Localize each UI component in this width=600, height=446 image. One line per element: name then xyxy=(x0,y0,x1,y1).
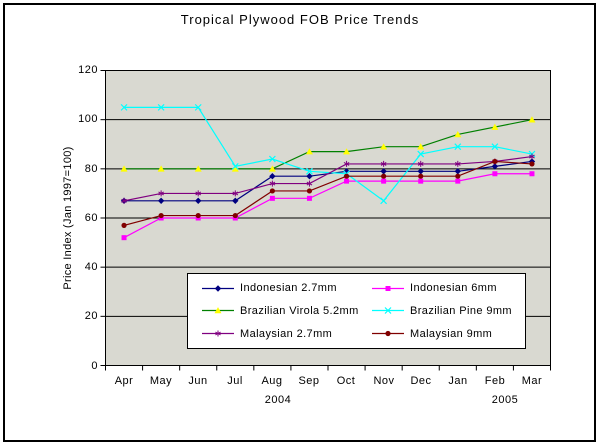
legend-line-sample-icon xyxy=(372,285,404,291)
legend-line-sample-icon xyxy=(372,331,404,337)
y-tick-label: 80 xyxy=(84,163,98,175)
legend-line-sample-icon xyxy=(202,285,234,292)
legend-item: Malaysian 2.7mm xyxy=(201,328,371,340)
x-tick-label: Nov xyxy=(373,375,395,387)
legend-line-sample-icon xyxy=(202,307,234,314)
x-tick-label: Jul xyxy=(227,375,243,387)
legend-label: Brazilian Pine 9mm xyxy=(410,304,512,317)
year-label-2004: 2004 xyxy=(264,394,292,406)
legend-label: Indonesian 6mm xyxy=(410,282,497,295)
legend-label: Indonesian 2.7mm xyxy=(240,282,337,295)
x-tick-label: Aug xyxy=(261,375,283,387)
legend-item: Indonesian 6mm xyxy=(371,282,525,294)
x-tick-label: Apr xyxy=(114,375,134,387)
y-tick-label: 20 xyxy=(84,310,98,322)
x-tick-label: Dec xyxy=(410,375,432,387)
x-tick-label: Jun xyxy=(188,375,208,387)
y-tick-label: 0 xyxy=(91,360,98,372)
x-tick-label: Oct xyxy=(336,375,356,387)
legend-item: Malaysian 9mm xyxy=(371,328,525,340)
x-tick-label: Sep xyxy=(298,375,320,387)
legend-item: Indonesian 2.7mm xyxy=(201,282,371,294)
legend-label: Malaysian 9mm xyxy=(410,327,493,340)
y-tick-label: 100 xyxy=(78,113,98,125)
legend: Indonesian 2.7mm Indonesian 6mm Brazilia… xyxy=(187,273,526,349)
legend-label: Brazilian Virola 5.2mm xyxy=(240,304,359,317)
y-tick-label: 40 xyxy=(84,261,98,273)
year-label-2005: 2005 xyxy=(491,394,519,406)
x-tick-label: Mar xyxy=(521,375,543,387)
legend-item: Brazilian Virola 5.2mm xyxy=(201,305,371,317)
y-tick-label: 120 xyxy=(78,64,98,76)
figure-border xyxy=(3,3,596,442)
legend-line-sample-icon xyxy=(372,307,404,315)
x-tick-label: Feb xyxy=(484,375,506,387)
legend-line-sample-icon xyxy=(202,330,234,337)
chart-title: Tropical Plywood FOB Price Trends xyxy=(180,12,420,27)
legend-label: Malaysian 2.7mm xyxy=(240,327,333,340)
legend-item: Brazilian Pine 9mm xyxy=(371,305,525,317)
y-tick-label: 60 xyxy=(84,212,98,224)
x-tick-label: May xyxy=(149,375,173,387)
x-tick-label: Jan xyxy=(448,375,468,387)
